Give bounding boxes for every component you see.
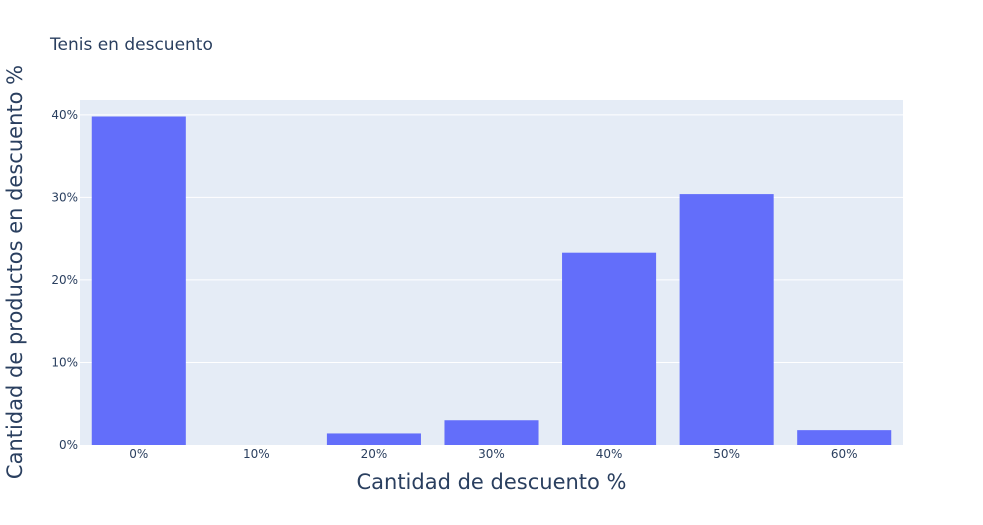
x-tick-labels: 0% 10% 20% 30% 40% 50% 60% <box>129 447 857 461</box>
y-tick-label: 40% <box>51 108 78 122</box>
x-tick-label: 30% <box>478 447 505 461</box>
y-tick-label: 0% <box>59 438 78 452</box>
x-tick-label: 0% <box>129 447 148 461</box>
bar-20pct[interactable] <box>326 433 421 445</box>
x-tick-label: 20% <box>361 447 388 461</box>
chart-title: Tenis en descuento <box>49 35 213 55</box>
bar-40pct[interactable] <box>562 252 657 445</box>
plot-area <box>80 100 903 445</box>
x-tick-label: 60% <box>831 447 858 461</box>
y-tick-label: 10% <box>51 355 78 369</box>
bar-50pct[interactable] <box>679 194 774 445</box>
bar-0pct[interactable] <box>91 116 186 446</box>
y-axis-title: Cantidad de productos en descuento % <box>3 65 27 479</box>
y-tick-label: 30% <box>51 190 78 204</box>
bars <box>91 116 892 446</box>
bar-60pct[interactable] <box>797 430 892 445</box>
y-tick-label: 20% <box>51 273 78 287</box>
y-tick-labels: 0% 10% 20% 30% 40% <box>51 108 78 452</box>
x-tick-label: 50% <box>713 447 740 461</box>
x-tick-label: 10% <box>243 447 270 461</box>
bar-30pct[interactable] <box>444 420 539 445</box>
x-tick-label: 40% <box>596 447 623 461</box>
x-axis-title: Cantidad de descuento % <box>356 470 626 494</box>
